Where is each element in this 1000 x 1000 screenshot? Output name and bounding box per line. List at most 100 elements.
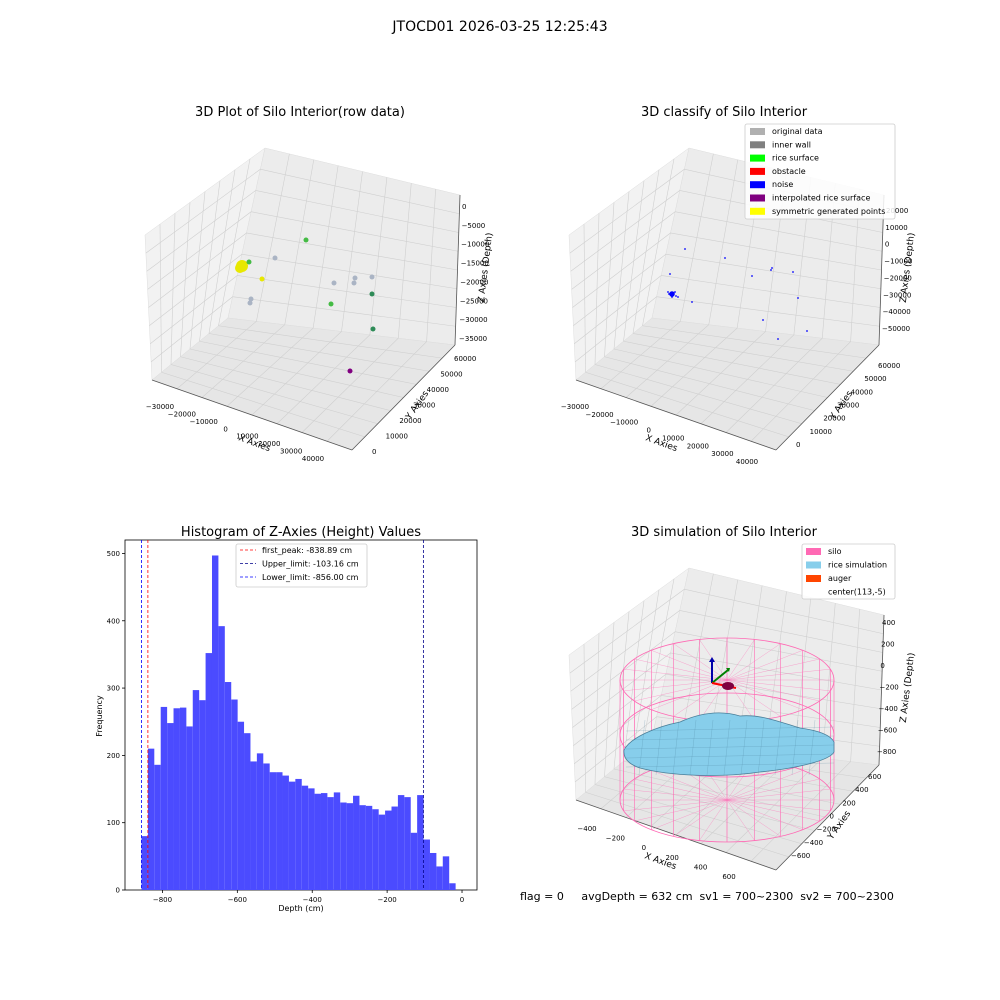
classify-x-tick-label: −10000 <box>610 419 638 427</box>
panel-raw-3d-axes <box>144 147 461 451</box>
simulation-legend-label: rice simulation <box>828 561 887 570</box>
classify-legend-swatch <box>750 154 765 162</box>
silo-floor-spoke <box>726 799 755 841</box>
classify-x-tick-label: 30000 <box>711 450 733 458</box>
noise-point <box>806 330 808 332</box>
classify-legend-swatch <box>750 181 765 189</box>
raw-y-tick-label: 20000 <box>399 417 421 425</box>
silo-roof-spoke <box>623 679 728 692</box>
rice-surface-mesh <box>623 712 835 776</box>
raw-x-tick-label: −30000 <box>146 403 174 411</box>
silo-floor-spoke <box>634 799 728 822</box>
classify-x-tick-label: −20000 <box>586 411 614 419</box>
sim-x-tick-label: 0 <box>642 844 646 852</box>
histogram-bar <box>154 764 161 890</box>
histogram-ytick-label: 300 <box>107 685 120 693</box>
silo-floor-spoke <box>623 788 728 801</box>
raw-point-gray <box>248 296 254 302</box>
sim-z-tick-label: 400 <box>882 619 895 627</box>
classify-legend-swatch <box>750 207 765 215</box>
panel-classify-3d: 3D classify of Silo Interior −30000 −2000… <box>561 105 917 466</box>
raw-y-tick-label: 0 <box>372 448 376 456</box>
histogram-bar <box>147 748 155 890</box>
histogram-bar <box>192 690 200 890</box>
histogram-bar <box>186 726 193 890</box>
classify-z-tick-label: −20000 <box>884 274 912 282</box>
simulation-legend-swatch <box>806 561 821 569</box>
silo-floor-spoke <box>673 799 728 837</box>
sim-x-tick-label: 600 <box>722 873 735 881</box>
histogram-xticks: −800 −600 −400 −200 0 <box>153 890 464 904</box>
raw-x-tick-label: 0 <box>223 425 227 433</box>
noise-point <box>771 267 773 269</box>
noise-point <box>777 338 779 340</box>
raw-point-green <box>328 301 334 307</box>
raw-x-tick-label: 20000 <box>258 440 280 448</box>
rice-mesh-line <box>808 719 816 776</box>
panel-raw-3d-zticks: 0 −5000 −10000 −15000 −20000 −25000 −30000 −350… <box>459 203 489 343</box>
silo-roof-spoke <box>726 639 755 681</box>
raw-point-yellow-large <box>235 263 245 273</box>
silo-floor-spoke <box>623 799 728 812</box>
silo-roof-spoke <box>726 679 831 692</box>
raw-x-tick-label: −10000 <box>190 418 218 426</box>
histogram-ytick-label: 200 <box>107 752 120 760</box>
histogram-bars <box>141 555 456 890</box>
histogram-bar <box>442 856 450 890</box>
histogram-bar <box>308 788 315 890</box>
silo-roof-spoke <box>726 658 820 681</box>
histogram-bar <box>397 795 405 890</box>
rice-mesh-line <box>625 744 835 750</box>
histogram-bar <box>372 809 379 890</box>
panel-simulation-3d-zticks: 400 200 0 −200 −400 −600 −800 <box>877 619 899 756</box>
raw-z-tick-label: −30000 <box>459 316 487 324</box>
silo-roof-spoke <box>651 650 728 681</box>
silo-floor-spoke <box>726 770 803 801</box>
silo-roof-spoke <box>726 650 803 681</box>
histogram-bar <box>224 682 232 890</box>
noise-point <box>797 297 799 299</box>
histogram-xtick-label: −600 <box>228 896 247 904</box>
raw-point-gray <box>352 275 358 281</box>
histogram-bar <box>423 839 430 890</box>
sim-y-tick-label: 200 <box>842 799 855 807</box>
panel-simulation-3d-xticks: −400 −200 0 200 400 600 <box>577 825 735 881</box>
histogram-bar <box>295 778 302 890</box>
raw-z-tick-label: −20000 <box>460 278 488 286</box>
rice-mesh-line <box>655 719 663 776</box>
classify-y-tick-label: 60000 <box>878 362 900 370</box>
silo-floor-spoke <box>699 799 728 841</box>
panel-simulation-3d-zlabel: Z Axies (Depth) <box>899 652 918 723</box>
silo-roof-spoke <box>623 668 728 681</box>
silo-floor-spoke <box>726 799 820 822</box>
histogram-xtick-label: −400 <box>303 896 322 904</box>
panel-classify-3d-zticks: 20000 10000 0 −10000 −20000 −30000 −40000 −5000… <box>882 207 912 333</box>
noise-point <box>770 269 772 271</box>
panel-classify-3d-legend: original data inner wall rice surface obsta… <box>744 123 896 220</box>
histogram-ytick-label: 0 <box>116 887 120 895</box>
raw-y-tick-label: 10000 <box>386 433 408 441</box>
classify-legend-label: obstacle <box>772 167 806 176</box>
panel-classify-3d-title: 3D classify of Silo Interior <box>641 105 808 120</box>
classify-x-tick-label: 20000 <box>687 442 709 450</box>
classify-z-tick-label: 20000 <box>886 207 908 215</box>
histogram-bar <box>160 706 168 890</box>
classify-z-tick-label: 0 <box>885 241 889 249</box>
histogram-bar <box>244 733 251 890</box>
simulation-legend-swatch <box>806 548 821 555</box>
histogram-bar <box>211 555 219 890</box>
histogram-bar <box>436 866 443 890</box>
silo-floor-spoke <box>726 799 781 837</box>
noise-point-cluster <box>669 291 675 297</box>
raw-x-tick-label: −20000 <box>168 410 196 418</box>
histogram-bar <box>333 792 341 890</box>
histogram-bar <box>288 781 296 890</box>
sim-z-tick-label: −200 <box>880 684 899 692</box>
histogram-ytick-label: 400 <box>107 617 120 625</box>
classify-z-tick-label: −30000 <box>883 291 911 299</box>
raw-z-tick-label: −15000 <box>461 260 489 268</box>
rice-mesh-line <box>625 753 835 759</box>
sim-z-tick-label: 0 <box>880 662 884 670</box>
